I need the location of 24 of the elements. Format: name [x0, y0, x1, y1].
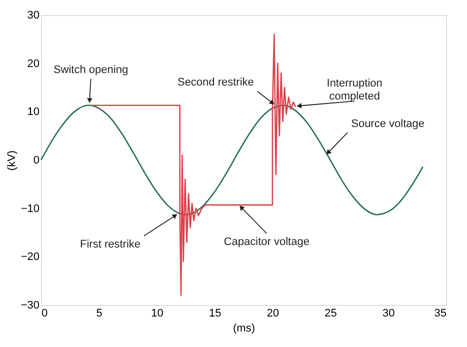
y-axis-title: (kV) — [6, 150, 18, 171]
annotation: First restrike — [80, 238, 141, 251]
line-series — [40, 104, 424, 216]
x-tick-label: 30 — [382, 308, 395, 320]
y-tick-label: 30 — [27, 10, 40, 22]
x-tick-label: 35 — [434, 308, 446, 320]
annotation: Switch opening — [53, 64, 128, 76]
y-tick-label: −10 — [20, 202, 40, 215]
y-tick-label: −30 — [20, 300, 40, 312]
y-tick-label: 10 — [27, 106, 40, 118]
y-tick-label: −20 — [20, 251, 40, 264]
x-tick-label: 5 — [96, 308, 102, 320]
x-tick-label: 0 — [42, 308, 48, 320]
annotation: Interruption completed — [326, 78, 382, 103]
y-tick-label: 20 — [27, 58, 40, 70]
annotation: Second restrike — [177, 76, 254, 89]
annotation: Capacitor voltage — [224, 236, 310, 248]
x-tick-label: 10 — [151, 308, 164, 320]
x-tick-label: 25 — [324, 308, 337, 320]
x-tick-label: 20 — [266, 308, 280, 320]
x-tick-label: 15 — [208, 308, 222, 320]
x-axis-title: (ms) — [233, 322, 255, 334]
annotation: Source voltage — [351, 118, 425, 130]
y-tick-label: 0 — [33, 154, 40, 166]
